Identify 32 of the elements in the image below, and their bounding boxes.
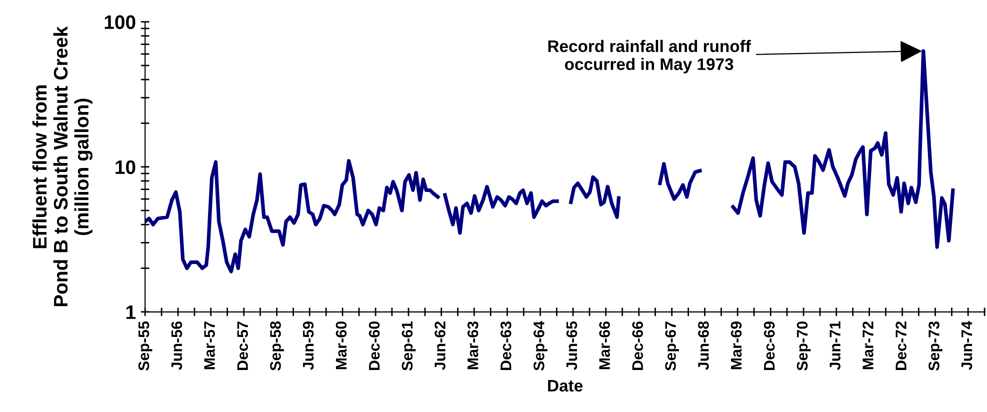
x-tick-label: Sep-64 xyxy=(534,320,548,371)
x-tick-label: Sep-67 xyxy=(665,322,679,371)
x-tick-label: Mar-72 xyxy=(862,322,874,370)
x-tick-label: Mar-63 xyxy=(467,321,478,370)
x-tick-label: Sep-55 xyxy=(138,321,152,371)
x-tick-label: Sep-73 xyxy=(928,321,942,371)
x-tick-label: Mar-60 xyxy=(336,322,347,370)
x-tick-label: Mar-69 xyxy=(730,321,742,370)
x-tick-label: Dec-57 xyxy=(237,322,248,370)
y-axis-title: Effluent flow from Pond B to South Walnut Creek (million gallon) xyxy=(32,26,93,306)
x-tick-label: Jun-56 xyxy=(171,321,182,370)
x-tick-label: Dec-63 xyxy=(500,321,512,370)
x-tick-label: Jun-74 xyxy=(962,320,972,370)
x-tick-label: Dec-72 xyxy=(896,322,906,370)
x-tick-label: Jun-71 xyxy=(830,321,840,370)
x-tick-label: Jun-59 xyxy=(302,321,314,370)
x-tick-label: Dec-60 xyxy=(368,322,380,370)
x-tick-label: Mar-66 xyxy=(599,321,610,370)
x-tick-label: Dec-69 xyxy=(764,321,775,370)
x-tick-label: Sep-58 xyxy=(270,321,284,371)
x-axis-title: Date xyxy=(548,380,583,392)
x-tick-label: Dec-66 xyxy=(632,321,644,370)
y-tick-label: 100 xyxy=(104,15,136,30)
x-tick-label: Mar-57 xyxy=(204,322,215,370)
y-tick-label: 1 xyxy=(126,306,136,319)
x-tick-label: Jun-65 xyxy=(566,321,578,370)
x-tick-label: Sep-70 xyxy=(796,322,811,371)
x-tick-label: Jun-62 xyxy=(434,322,446,370)
annotation: Record rainfall and runoff occurred in May 1973 xyxy=(548,40,751,74)
x-tick-label: Jun-68 xyxy=(698,321,709,370)
x-tick-label: Sep-61 xyxy=(402,321,416,371)
y-tick-label: 10 xyxy=(116,160,136,174)
